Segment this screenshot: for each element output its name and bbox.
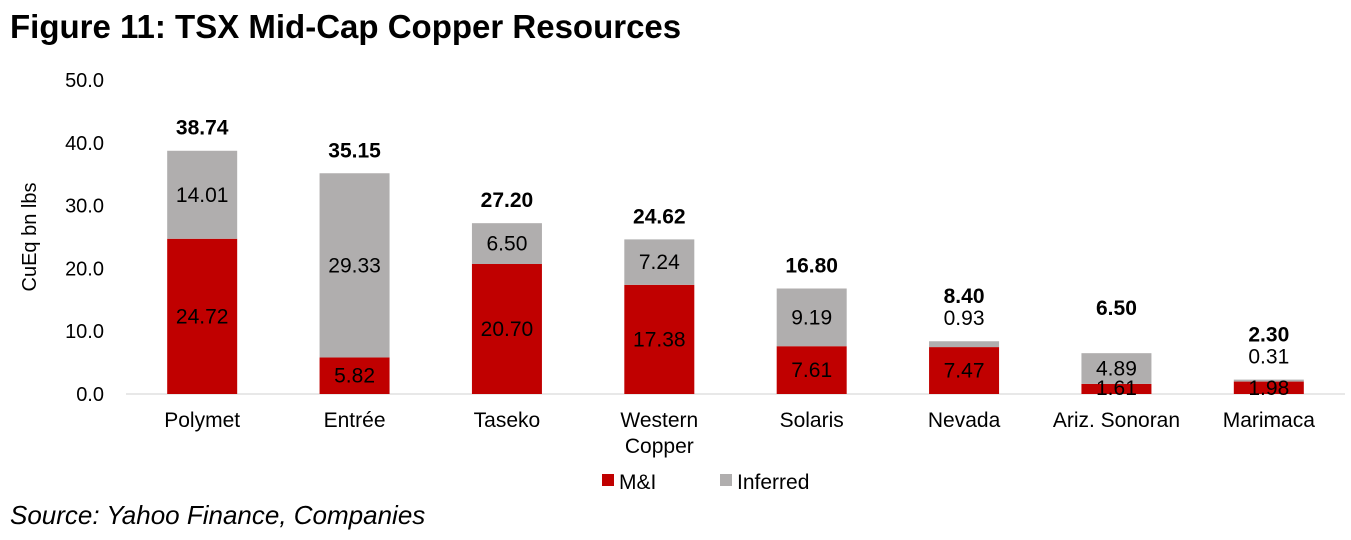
bar-mi-segment <box>471 264 542 394</box>
figure-source: Source: Yahoo Finance, Companies <box>10 500 426 530</box>
x-tick-label: Taseko <box>474 409 541 432</box>
data-label-inferred: 14.01 <box>176 184 229 207</box>
data-label-inferred: 29.33 <box>328 254 381 277</box>
x-tick-label: Entrée <box>324 409 386 432</box>
bar-mi-segment <box>624 284 695 394</box>
legend-label-inferred: Inferred <box>737 471 809 494</box>
x-tick-label: Polymet <box>164 409 240 432</box>
data-label-inferred: 0.93 <box>944 307 985 330</box>
legend-label-mi: M&I <box>619 471 656 494</box>
bar-inferred-segment <box>167 150 238 239</box>
bar-inferred-segment <box>471 223 542 265</box>
bar-mi-segment <box>776 346 847 394</box>
bar-mi-segment <box>929 347 1000 394</box>
bar-mi-segment <box>167 238 238 394</box>
data-label-mi: 24.72 <box>176 305 229 328</box>
data-label-inferred: 7.24 <box>639 251 680 274</box>
y-tick-label: 20.0 <box>65 258 104 280</box>
legend-swatch-mi <box>602 474 614 486</box>
y-tick-label: 50.0 <box>65 70 104 92</box>
data-label-total: 35.15 <box>328 139 381 162</box>
data-label-total: 38.74 <box>176 117 229 140</box>
legend-swatch-inferred <box>720 474 732 486</box>
x-tick-label: Western <box>620 409 698 432</box>
data-label-total: 2.30 <box>1248 324 1289 347</box>
bar-inferred-segment <box>1233 379 1304 382</box>
bar-mi-segment <box>1081 383 1152 394</box>
y-tick-label: 40.0 <box>65 133 104 155</box>
data-label-inferred: 0.31 <box>1248 346 1289 369</box>
data-label-mi: 20.70 <box>481 318 534 341</box>
data-label-inferred: 6.50 <box>487 233 528 256</box>
y-axis-title: CuEq bn lbs <box>19 183 41 292</box>
data-label-mi: 7.61 <box>791 359 832 382</box>
bar-inferred-segment <box>1081 353 1152 384</box>
data-label-mi: 5.82 <box>334 365 375 388</box>
x-tick-label: Solaris <box>780 409 844 432</box>
data-label-total: 24.62 <box>633 205 686 228</box>
data-label-total: 8.40 <box>944 285 985 308</box>
y-tick-label: 10.0 <box>65 321 104 343</box>
y-tick-label: 30.0 <box>65 196 104 218</box>
y-tick-label: 0.0 <box>76 384 104 406</box>
bar-inferred-segment <box>776 288 847 347</box>
bar-mi-segment <box>1233 381 1304 394</box>
bar-inferred-segment <box>319 173 390 358</box>
data-label-mi: 1.98 <box>1248 377 1289 400</box>
x-tick-label: Copper <box>625 435 694 458</box>
bar-mi-segment <box>319 357 390 394</box>
x-tick-label: Ariz. Sonoran <box>1053 409 1180 432</box>
figure-title: Figure 11: TSX Mid-Cap Copper Resources <box>10 8 682 45</box>
x-tick-label: Marimaca <box>1223 409 1316 432</box>
data-label-inferred: 4.89 <box>1096 358 1137 381</box>
data-label-total: 16.80 <box>785 254 838 277</box>
data-label-total: 6.50 <box>1096 297 1137 320</box>
data-label-mi: 1.61 <box>1096 377 1137 400</box>
data-label-inferred: 9.19 <box>791 306 832 329</box>
data-label-mi: 17.38 <box>633 328 686 351</box>
bar-inferred-segment <box>929 341 1000 348</box>
data-label-total: 27.20 <box>481 189 534 212</box>
data-label-mi: 7.47 <box>944 360 985 383</box>
x-tick-label: Nevada <box>928 409 1001 432</box>
bar-inferred-segment <box>624 239 695 285</box>
